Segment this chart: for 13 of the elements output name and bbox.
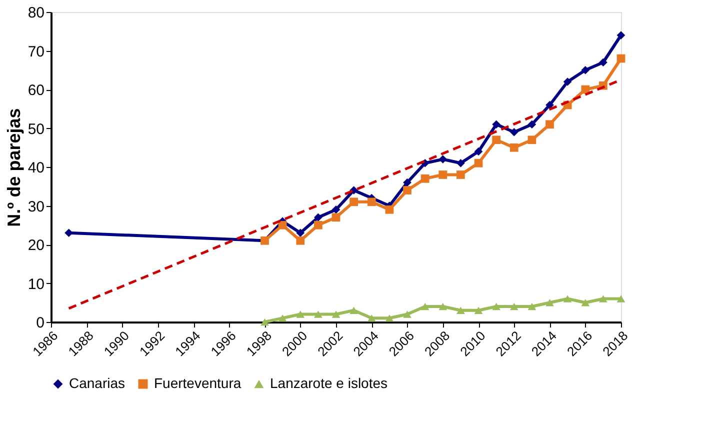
y-tick-label: 70 [28,43,44,60]
y-tick-label: 20 [28,237,44,254]
legend-label: Lanzarote e islotes [270,375,388,391]
y-tick-label: 0 [36,314,44,332]
y-tick-label: 50 [28,120,44,138]
y-tick-label: 30 [28,198,44,216]
y-axis-title: N.º de parejas [4,108,24,227]
legend-label: Canarias [69,375,126,391]
y-tick-label: 80 [28,4,44,22]
y-tick-label: 10 [28,276,44,293]
y-tick-label: 60 [28,82,44,99]
y-tick-label: 40 [28,160,44,176]
legend-label: Fuerteventura [154,375,242,391]
